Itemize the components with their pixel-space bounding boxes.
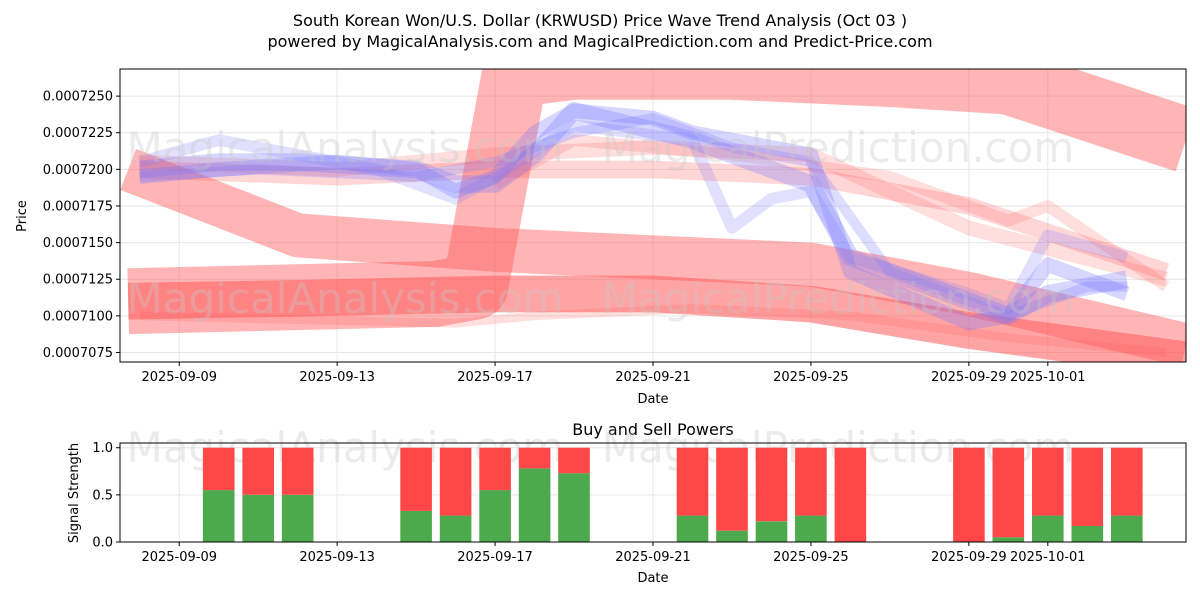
sell-bar: [242, 448, 274, 495]
buy-bar: [795, 516, 827, 542]
buy-bar: [479, 490, 511, 542]
sell-bar: [716, 448, 748, 531]
price-x-tick-label: 2025-09-09: [141, 370, 217, 385]
buy-bar: [1111, 516, 1143, 542]
sell-bar: [400, 448, 432, 511]
buy-bar: [519, 469, 551, 543]
price-x-tick-label: 2025-09-17: [457, 370, 533, 385]
watermark-mid-left: MagicalAnalysis.com: [127, 274, 564, 323]
sell-bar: [440, 448, 472, 516]
sell-bar: [519, 448, 551, 469]
price-y-tick-label: 0.0007125: [43, 273, 113, 288]
sell-bar: [479, 448, 511, 490]
signal-x-tick-label: 2025-09-09: [141, 550, 217, 565]
price-y-tick-label: 0.0007200: [43, 163, 113, 178]
sell-bar: [993, 448, 1025, 538]
signal-x-tick-label: 2025-09-25: [773, 550, 849, 565]
buy-bar: [282, 495, 314, 542]
buy-bar: [400, 511, 432, 542]
sell-bar: [558, 448, 590, 474]
sell-bar: [795, 448, 827, 516]
price-y-tick-label: 0.0007225: [43, 126, 113, 141]
sell-bar: [677, 448, 709, 516]
watermark-mid-right: MagicalPrediction.com: [602, 274, 1075, 323]
buy-bar: [677, 516, 709, 542]
buy-bar: [242, 495, 274, 542]
sell-bar: [835, 448, 867, 542]
price-y-tick-label: 0.0007175: [43, 199, 113, 214]
figure: South Korean Won/U.S. Dollar (KRWUSD) Pr…: [0, 0, 1200, 600]
signal-y-tick-label: 0.0: [92, 536, 113, 551]
chart-subtitle: powered by MagicalAnalysis.com and Magic…: [267, 32, 932, 51]
sell-bar: [953, 448, 985, 542]
price-x-tick-label: 2025-09-25: [773, 370, 849, 385]
price-y-ticks: 0.0007075 0.0007100 0.0007125 0.0007150 0.00…: [43, 90, 120, 361]
buy-bar: [993, 537, 1025, 542]
sell-bar: [756, 448, 788, 522]
sell-bar: [1032, 448, 1064, 516]
chart-title: South Korean Won/U.S. Dollar (KRWUSD) Pr…: [293, 11, 907, 30]
signal-x-tick-label: 2025-09-17: [457, 550, 533, 565]
watermark-top-right: MagicalPrediction.com: [602, 123, 1075, 172]
price-x-tick-label: 2025-09-29: [931, 370, 1007, 385]
buy-bar: [1032, 516, 1064, 542]
price-y-tick-label: 0.0007250: [43, 90, 113, 105]
buy-bar: [558, 473, 590, 542]
signal-x-label: Date: [637, 571, 668, 586]
signal-y-tick-label: 1.0: [92, 441, 113, 456]
buy-bar: [716, 531, 748, 542]
signal-x-ticks: 2025-09-09 2025-09-13 2025-09-17 2025-09-21…: [141, 542, 1085, 565]
signal-x-tick-label: 2025-10-01: [1010, 550, 1086, 565]
signal-panel: Buy and Sell Powers MagicalAnalysis.com …: [67, 420, 1186, 586]
buy-bar: [203, 490, 235, 542]
price-y-tick-label: 0.0007100: [43, 309, 113, 324]
price-x-ticks: 2025-09-09 2025-09-13 2025-09-17 2025-09-21…: [141, 362, 1085, 385]
price-x-tick-label: 2025-09-13: [299, 370, 375, 385]
signal-x-tick-label: 2025-09-29: [931, 550, 1007, 565]
price-y-tick-label: 0.0007075: [43, 346, 113, 361]
sell-bar: [282, 448, 314, 495]
sell-bar: [1072, 448, 1104, 526]
signal-y-tick-label: 0.5: [92, 488, 113, 503]
price-y-tick-label: 0.0007150: [43, 236, 113, 251]
signal-x-tick-label: 2025-09-13: [299, 550, 375, 565]
price-x-tick-label: 2025-10-01: [1010, 370, 1086, 385]
price-x-label: Date: [637, 392, 668, 407]
buy-bar: [756, 521, 788, 542]
buy-bar: [440, 516, 472, 542]
watermark-top-left: MagicalAnalysis.com: [127, 123, 564, 172]
signal-y-label: Signal Strength: [67, 443, 82, 543]
sell-bar: [1111, 448, 1143, 516]
signal-y-ticks: 0.0 0.5 1.0: [92, 441, 120, 550]
sell-bar: [203, 448, 235, 490]
price-x-tick-label: 2025-09-21: [615, 370, 691, 385]
price-panel: MagicalAnalysis.com MagicalPrediction.co…: [15, 67, 1186, 407]
price-y-label: Price: [15, 200, 30, 232]
signal-x-tick-label: 2025-09-21: [615, 550, 691, 565]
buy-bar: [1072, 526, 1104, 542]
